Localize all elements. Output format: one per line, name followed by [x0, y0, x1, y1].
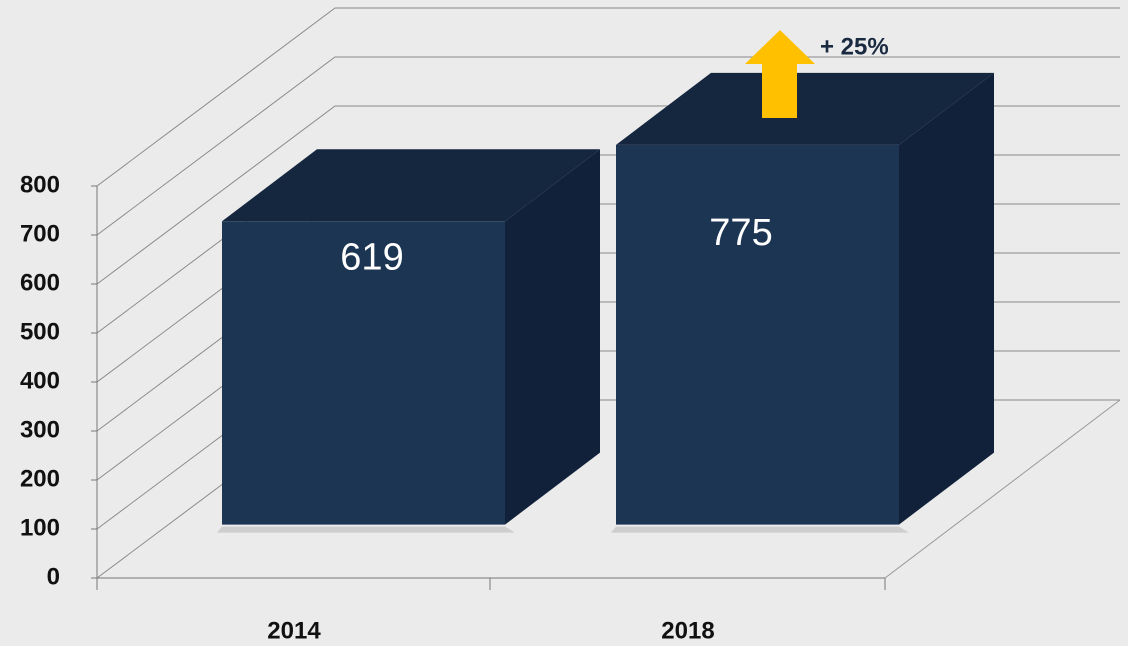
bar [222, 221, 505, 525]
y-tick-label: 400 [20, 367, 60, 394]
value-label: 775 [709, 212, 772, 254]
x-tick-label: 2014 [267, 617, 321, 644]
y-tick-label: 0 [47, 563, 60, 590]
bar [616, 144, 899, 525]
x-tick-label: 2018 [661, 617, 714, 644]
y-tick-label: 500 [20, 318, 60, 345]
bar-top [616, 72, 994, 145]
bar-side [899, 72, 994, 525]
grid-line [96, 56, 1120, 236]
y-tick-label: 200 [20, 465, 60, 492]
bar-top [222, 149, 600, 222]
y-tick-label: 600 [20, 269, 60, 296]
bar-shadow [611, 526, 909, 533]
bars: 619 775 [217, 72, 994, 533]
bar-side [505, 149, 600, 525]
up-arrow [745, 30, 815, 118]
grid-line [96, 7, 1120, 187]
y-tick-label: 800 [20, 171, 60, 198]
value-label: 619 [340, 236, 403, 278]
y-tick-label: 100 [20, 514, 60, 541]
y-tick-label: 700 [20, 220, 60, 247]
floor-edge [884, 399, 1121, 579]
bar-shadow [217, 526, 515, 533]
annotation: + 25% [820, 33, 889, 60]
y-tick-label: 300 [20, 416, 60, 443]
